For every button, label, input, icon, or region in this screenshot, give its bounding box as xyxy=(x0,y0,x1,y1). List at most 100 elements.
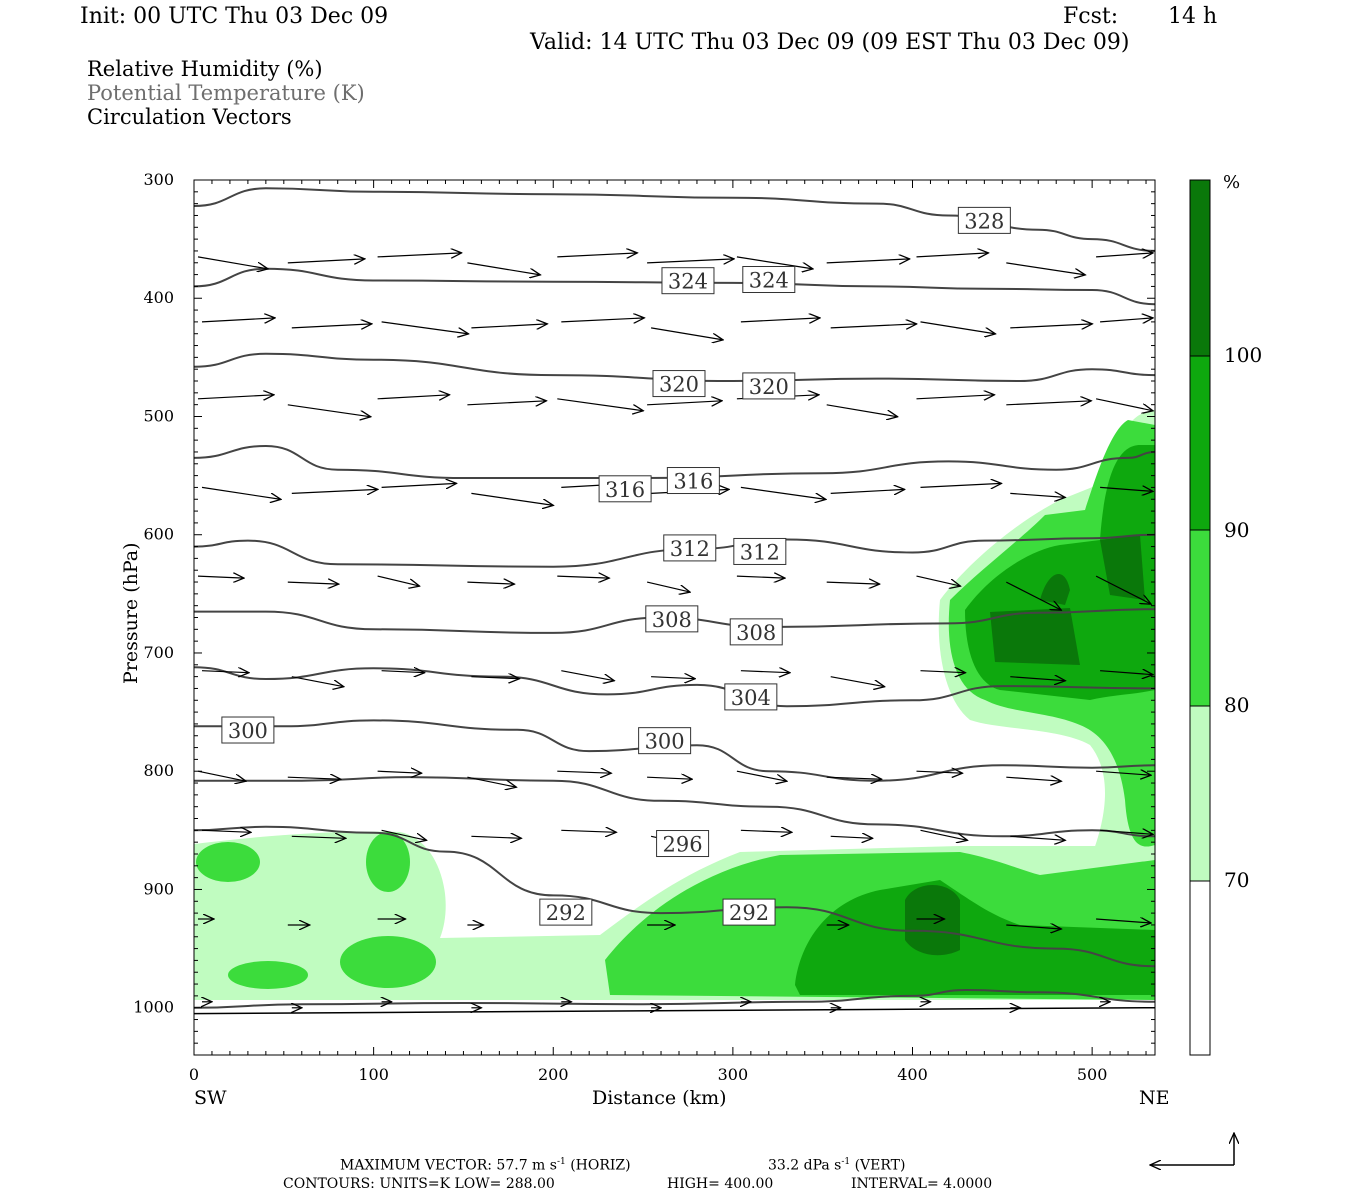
contour-label-box xyxy=(661,267,715,295)
surface-line xyxy=(194,1006,1155,1015)
vector-arrow xyxy=(1006,925,1061,929)
colorbar-band-80 xyxy=(1190,530,1210,706)
vector-arrow xyxy=(201,318,275,322)
legend-theta: Potential Temperature (K) xyxy=(87,81,365,105)
vector-arrow xyxy=(471,492,553,505)
vector-arrow xyxy=(646,581,690,592)
x-tick-label: 300 xyxy=(718,1065,749,1084)
vector-arrow xyxy=(826,259,910,263)
vector-arrow xyxy=(830,676,885,687)
contour-label-box xyxy=(663,534,717,562)
vector-arrow xyxy=(740,671,790,673)
legend-rh: Relative Humidity (%) xyxy=(87,57,323,81)
vector-arrow xyxy=(467,262,540,275)
x-tick-label: 200 xyxy=(538,1065,569,1084)
vector-arrow xyxy=(1096,253,1153,257)
contour-label-316: 316 xyxy=(673,470,713,494)
contour-label-312: 312 xyxy=(670,537,710,561)
vector-arrow xyxy=(647,777,692,779)
theta-contour-304 xyxy=(194,666,1155,708)
vector-arrow xyxy=(377,253,462,257)
rh-100-region-low xyxy=(905,885,960,956)
vector-arrow xyxy=(830,324,917,328)
vector-arrow xyxy=(736,256,813,269)
vector-arrow xyxy=(1010,836,1065,840)
x-axis: 0 100 200 300 400 500 xyxy=(189,180,1147,1084)
contour-label-box xyxy=(598,475,652,503)
vector-arrow xyxy=(377,395,450,399)
contour-label-box xyxy=(539,898,593,926)
y-tick-label: 300 xyxy=(143,170,174,189)
y-tick-label: 400 xyxy=(143,288,174,307)
contour-interval: INTERVAL= 4.0000 xyxy=(851,1176,993,1192)
vector-arrow xyxy=(651,327,723,340)
contour-label-324: 324 xyxy=(749,269,789,293)
vector-arrow xyxy=(291,676,344,687)
colorbar: % 100 90 80 70 xyxy=(1189,172,1262,1056)
contour-label-box xyxy=(724,683,778,711)
vector-arrow xyxy=(920,321,996,334)
vector-arrow xyxy=(1010,677,1065,681)
y-tick-label: 900 xyxy=(143,879,174,898)
colorbar-band-low xyxy=(1190,881,1210,1055)
forecast-hours: 14 h xyxy=(1168,4,1218,29)
contour-label-300: 300 xyxy=(228,719,268,743)
vector-arrow xyxy=(197,770,246,781)
vector-arrow xyxy=(916,253,989,257)
vector-arrow xyxy=(830,836,873,838)
x-tick-label: 100 xyxy=(358,1065,389,1084)
vector-arrow xyxy=(381,321,469,334)
theta-contour-300 xyxy=(194,719,1155,782)
contour-label-box xyxy=(742,266,796,294)
colorbar-label-80: 80 xyxy=(1224,693,1249,717)
vector-arrow xyxy=(1100,671,1153,675)
valid-time: Valid: 14 UTC Thu 03 Dec 09 (09 EST Thu … xyxy=(530,30,1130,55)
vector-arrow xyxy=(467,582,514,584)
theta-contour-lines xyxy=(194,187,1155,1015)
x-axis-left-label: SW xyxy=(194,1087,227,1109)
vector-arrow xyxy=(201,486,281,499)
vector-arrow xyxy=(197,576,244,578)
colorbar-band-100 xyxy=(1190,180,1210,356)
contour-label-312: 312 xyxy=(740,540,780,564)
legend-vectors: Circulation Vectors xyxy=(87,105,292,129)
vector-arrow xyxy=(291,489,378,493)
vector-arrow xyxy=(916,575,961,586)
vector-arrow xyxy=(467,401,546,405)
colorbar-band-70 xyxy=(1190,706,1210,881)
x-tick-label: 0 xyxy=(189,1065,199,1084)
vector-arrow xyxy=(1095,398,1153,411)
contour-label-box xyxy=(645,605,699,633)
contour-label-324: 324 xyxy=(668,270,708,294)
vector-arrow xyxy=(736,576,785,578)
rh-80-patch-c xyxy=(340,936,436,988)
vector-arrow xyxy=(826,582,880,584)
rh-80-patch-b xyxy=(366,832,410,892)
vector-arrow xyxy=(1095,575,1151,604)
vector-arrow xyxy=(287,582,339,584)
contour-label-328: 328 xyxy=(964,209,1004,233)
y-tick-label: 500 xyxy=(143,406,174,425)
contour-label-308: 308 xyxy=(736,621,776,645)
vector-arrow xyxy=(291,324,372,328)
vector-arrow xyxy=(561,830,616,832)
y-tick-label: 600 xyxy=(143,525,174,544)
vector-arrow xyxy=(1010,493,1065,497)
vector-arrow xyxy=(740,830,792,832)
y-tick-label: 700 xyxy=(143,643,174,662)
vector-arrow xyxy=(381,671,425,673)
vector-arrow xyxy=(201,830,251,832)
contour-label-box xyxy=(666,467,720,495)
theta-contour-296 xyxy=(194,825,1155,968)
theta-contour-300 xyxy=(194,776,1155,838)
theta-contour-312 xyxy=(194,533,1155,568)
vector-arrow xyxy=(1006,262,1085,275)
contour-label-box xyxy=(733,537,787,565)
colorbar-band-90 xyxy=(1190,356,1210,530)
vector-arrow xyxy=(826,404,898,417)
vector-arrow xyxy=(920,671,966,673)
vector-arrow xyxy=(1006,581,1061,610)
colorbar-frame xyxy=(1189,179,1211,1056)
vector-arrow xyxy=(287,259,365,263)
